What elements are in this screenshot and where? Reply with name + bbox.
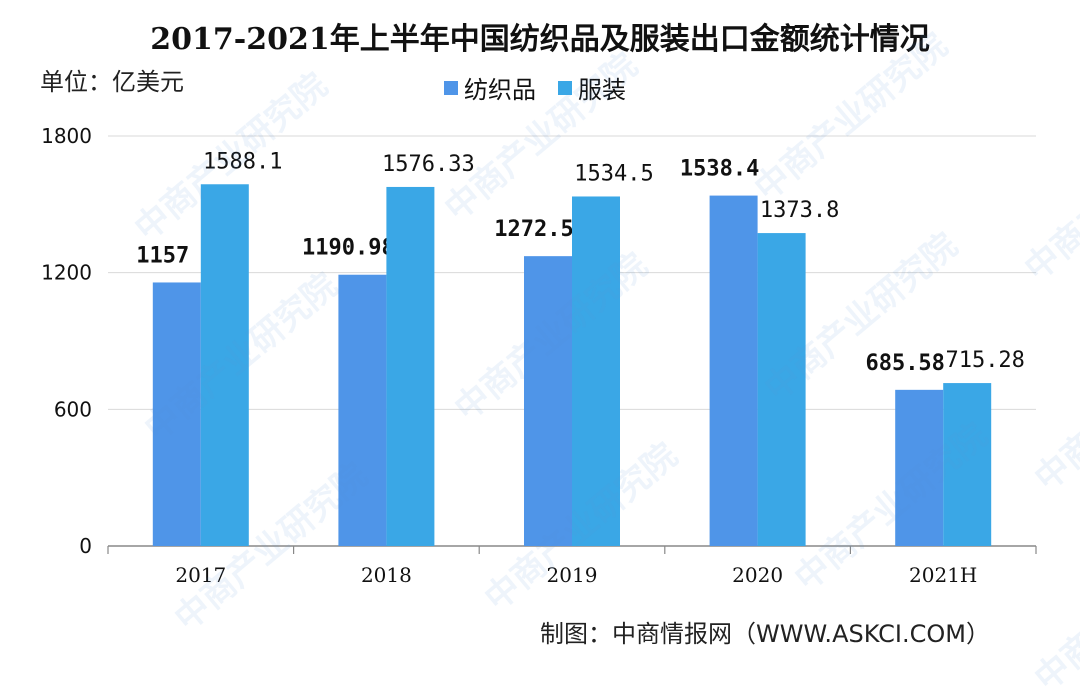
data-label-garments: 1373.8 — [760, 198, 839, 223]
x-tick-label: 2019 — [547, 563, 598, 587]
bar-garments — [200, 184, 249, 546]
data-label-textiles: 1538.4 — [680, 157, 759, 182]
y-tick-label: 1200 — [41, 261, 92, 285]
data-label-textiles: 1190.98 — [302, 236, 395, 261]
data-label-garments: 1534.5 — [574, 161, 653, 186]
data-label-garments: 1588.1 — [203, 149, 282, 174]
legend-item-garments: 服装 — [558, 70, 626, 105]
x-tick-label: 2020 — [732, 563, 783, 587]
data-label-garments: 715.28 — [945, 348, 1024, 373]
y-tick-label: 1800 — [41, 124, 92, 148]
legend-label-textiles: 纺织品 — [464, 76, 536, 104]
source-note: 制图：中商情报网（WWW.ASKCI.COM） — [540, 620, 990, 648]
legend-label-garments: 服装 — [578, 76, 626, 104]
bar-chart: 0 600 1200 1800 2017 1157 1588.1 2018 1190.98 157… — [41, 124, 1037, 587]
y-tick-label: 0 — [79, 534, 92, 558]
x-tick-label: 2018 — [361, 563, 412, 587]
y-tick-label: 600 — [54, 397, 92, 421]
unit-label: 单位：亿美元 — [40, 68, 184, 96]
bar-garments — [943, 383, 992, 546]
x-tick-label: 2021H — [909, 563, 977, 587]
legend-swatch-garments — [558, 80, 572, 95]
bar-textiles — [338, 274, 387, 546]
bar-garments — [386, 186, 435, 546]
bar-garments — [572, 196, 620, 546]
bar-garments — [757, 233, 806, 546]
bar-textiles — [895, 389, 944, 546]
x-tick-label: 2017 — [175, 563, 226, 587]
data-label-garments: 1576.33 — [382, 152, 475, 177]
data-label-textiles: 1272.5 — [494, 217, 573, 242]
legend: 纺织品 服装 — [444, 70, 638, 105]
data-label-textiles: 1157 — [136, 243, 189, 268]
bar-textiles — [524, 256, 572, 546]
legend-swatch-textiles — [444, 80, 458, 95]
bar-textiles — [152, 282, 201, 546]
data-label-textiles: 685.58 — [865, 351, 944, 376]
bar-textiles — [709, 195, 758, 546]
chart-title: 2017-2021年上半年中国纺织品及服装出口金额统计情况 — [150, 22, 930, 57]
legend-item-textiles: 纺织品 — [444, 70, 536, 105]
